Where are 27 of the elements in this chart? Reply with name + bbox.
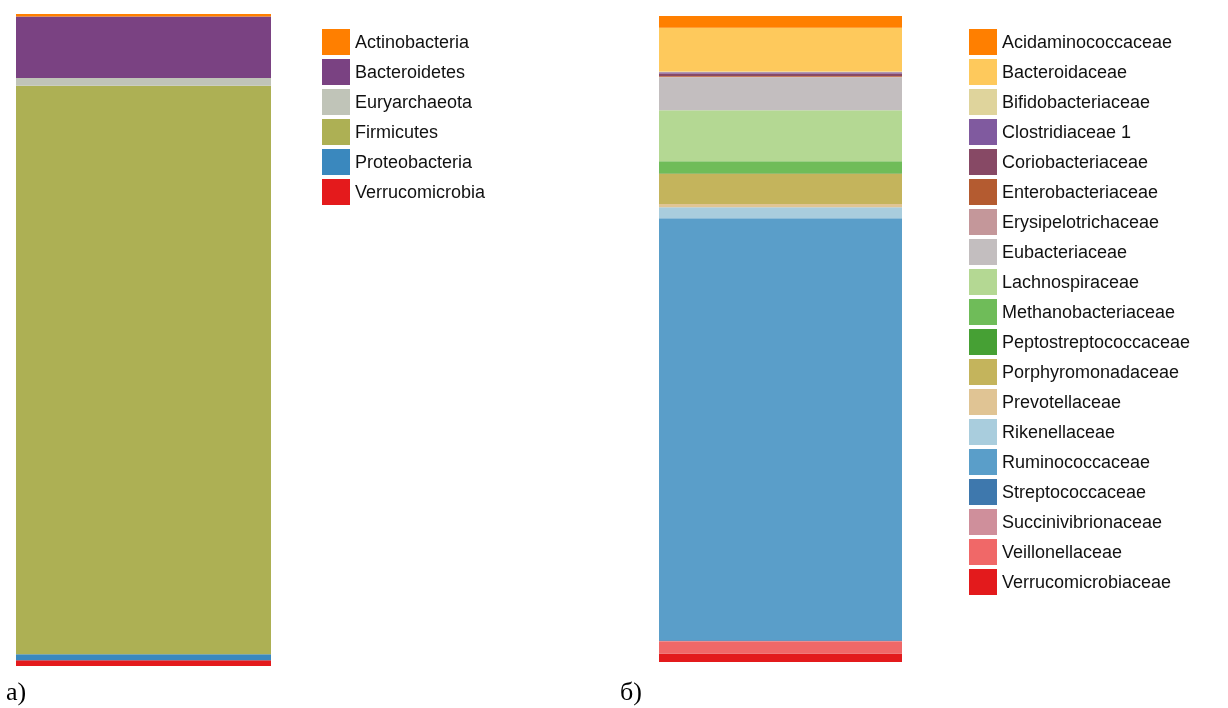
legend-label: Enterobacteriaceae [1002, 182, 1159, 202]
legend-label: Euryarchaeota [355, 92, 474, 112]
legend-label: Acidaminococcaceae [1002, 32, 1173, 52]
legend-label: Firmicutes [355, 122, 439, 142]
legend-label: Bacteroidaceae [1002, 62, 1128, 82]
legend-label: Coriobacteriaceae [1002, 152, 1149, 172]
text: б) [620, 676, 642, 706]
text: a) [6, 676, 27, 706]
legend-label: Ruminococcaceae [1002, 452, 1151, 472]
legend-label: Clostridiaceae 1 [1002, 122, 1132, 142]
legend-label: Peptostreptococcaceae [1002, 332, 1191, 352]
legend-label: Eubacteriaceae [1002, 242, 1128, 262]
legend-label: Actinobacteria [355, 32, 471, 52]
legend-label: Prevotellaceae [1002, 392, 1122, 412]
legend-label: Streptococcaceae [1002, 482, 1147, 502]
legend-label: Methanobacteriaceae [1002, 302, 1176, 322]
legend-label: Verrucomicrobiaceae [1002, 572, 1172, 592]
legend-label: Succinivibrionaceae [1002, 512, 1163, 532]
legend-label: Erysipelotrichaceae [1002, 212, 1160, 232]
legend-label: Verrucomicrobia [355, 182, 487, 202]
legend-label: Proteobacteria [355, 152, 474, 172]
legend-label: Rikenellaceae [1002, 422, 1116, 442]
legend-label: Porphyromonadaceae [1002, 362, 1180, 382]
legend-label: Lachnospiraceae [1002, 272, 1140, 292]
legend-label: Bifidobacteriaceae [1002, 92, 1151, 112]
legend-label: Veillonellaceae [1002, 542, 1123, 562]
legend-label: Bacteroidetes [355, 62, 466, 82]
